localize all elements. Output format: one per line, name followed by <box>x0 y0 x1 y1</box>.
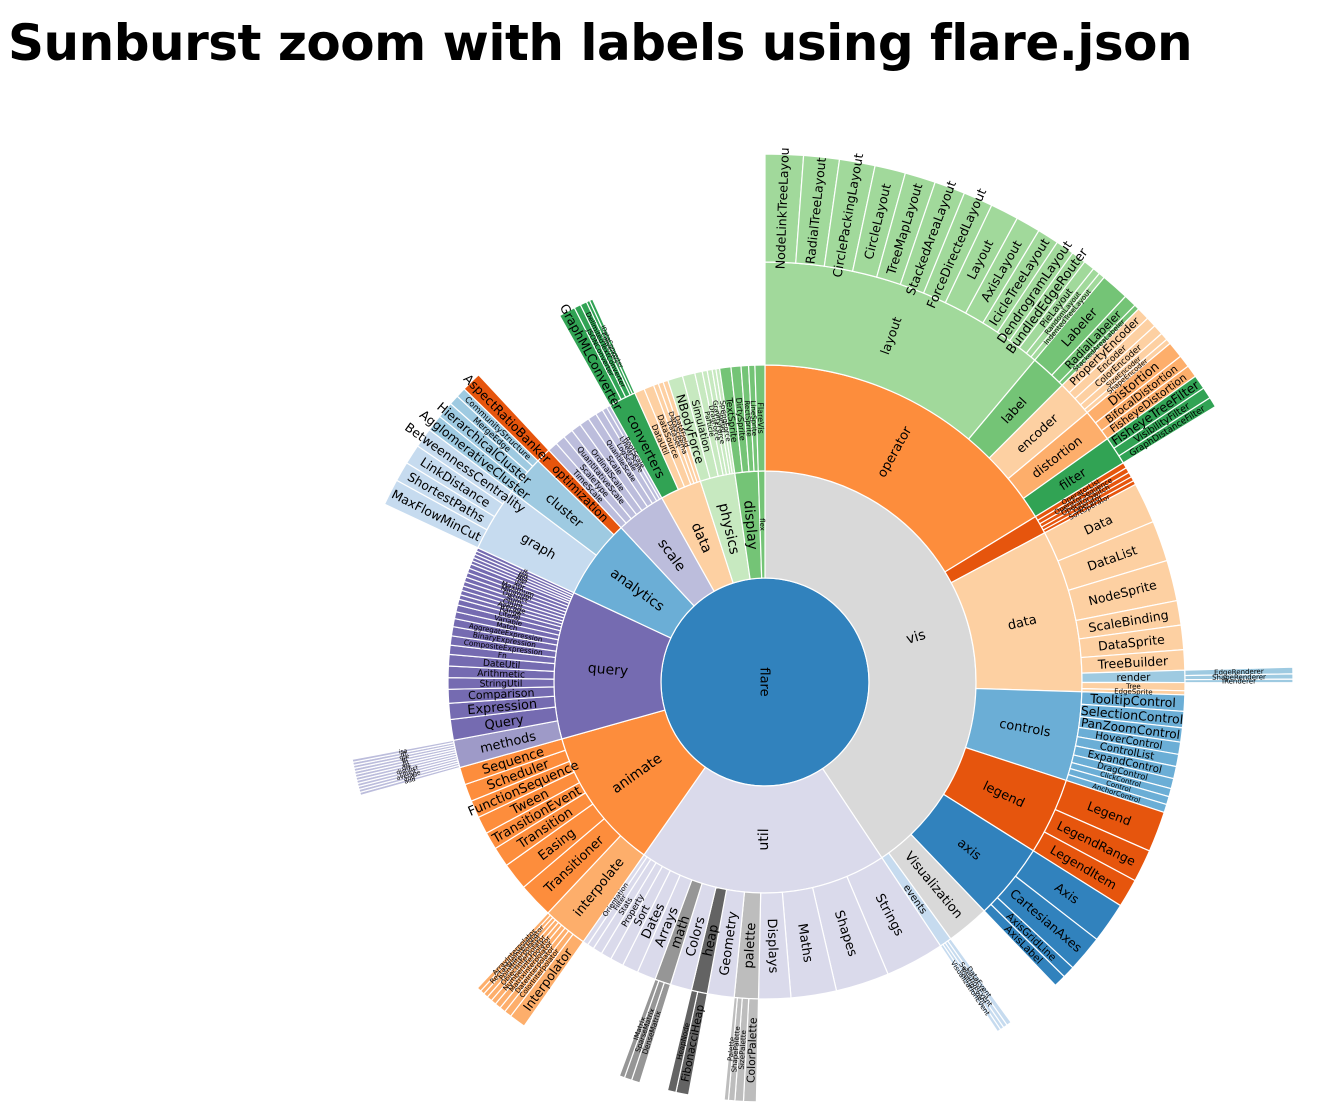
segment-flarevis[interactable] <box>754 364 766 472</box>
segment-selectionevent[interactable] <box>944 940 1008 1029</box>
segment-irenderer[interactable] <box>1184 678 1294 684</box>
page-title: Sunburst zoom with labels using flare.js… <box>8 14 1193 72</box>
segment-tooltipevent[interactable] <box>942 941 1005 1031</box>
segment-visualizationevent[interactable] <box>939 943 1002 1033</box>
segment-dataevent[interactable] <box>946 938 1012 1027</box>
segment-flare[interactable] <box>660 577 870 787</box>
